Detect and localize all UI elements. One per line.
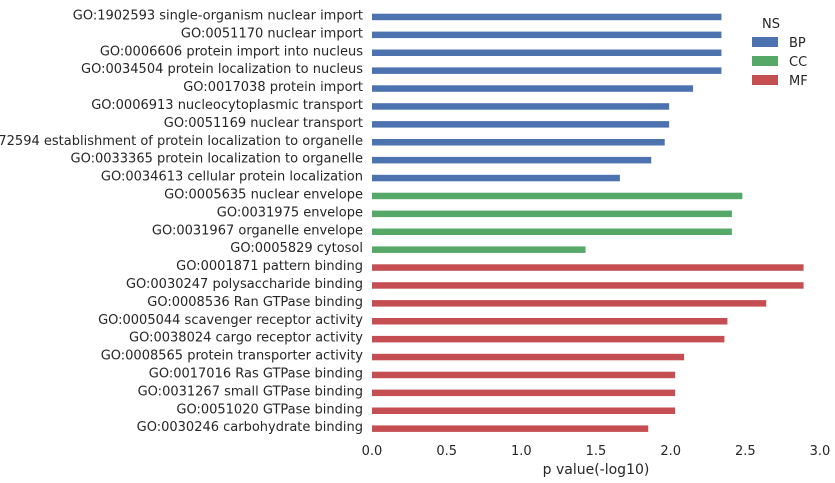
x-tick-label: 0.0 — [362, 444, 383, 459]
bar-mf — [372, 282, 804, 289]
bar-bp — [372, 103, 670, 110]
category-label: GO:0030246 carbohydrate binding — [137, 420, 363, 435]
category-label: GO:0008536 Ran GTPase binding — [147, 295, 363, 310]
category-label: GO:0034504 protein localization to nucle… — [81, 62, 363, 77]
x-tick-label: 0.5 — [436, 444, 457, 459]
legend-swatch-cc — [752, 56, 778, 66]
bar-mf — [372, 425, 649, 432]
bar-mf — [372, 335, 725, 343]
category-label: GO:0051020 GTPase binding — [176, 402, 363, 417]
bar-bp — [372, 139, 665, 146]
bar-cc — [372, 192, 743, 200]
category-label: GO:0031267 small GTPase binding — [138, 384, 363, 399]
x-tick-label: 1.0 — [511, 444, 532, 459]
bar-mf — [372, 300, 767, 307]
bar-bp — [372, 156, 652, 164]
category-label: GO:0031967 organelle envelope — [152, 223, 363, 238]
bar-bp — [372, 67, 722, 74]
bar-bp — [372, 174, 620, 182]
category-label: GO:0008565 protein transporter activity — [101, 349, 364, 364]
bar-bp — [372, 49, 722, 56]
bars-layer — [372, 13, 804, 432]
legend-title: NS — [762, 17, 780, 32]
legend-label-cc: CC — [789, 55, 807, 70]
category-label: GO:0038024 cargo receptor activity — [129, 331, 363, 346]
bar-mf — [372, 407, 676, 414]
category-label: GO:0017016 Ras GTPase binding — [149, 366, 363, 381]
x-axis-label: p value(-log10) — [543, 462, 650, 478]
category-label: GO:0005635 nuclear envelope — [164, 187, 363, 202]
category-label: GO:0005829 cytosol — [230, 241, 363, 256]
bar-cc — [372, 210, 732, 218]
x-tick-label: 2.5 — [735, 444, 756, 459]
category-label: GO:0051169 nuclear transport — [164, 116, 363, 131]
category-label: GO:0072594 establishment of protein loca… — [0, 134, 363, 149]
bar-cc — [372, 228, 732, 235]
category-label: GO:0033365 protein localization to organ… — [71, 152, 364, 167]
bar-bp — [372, 13, 722, 21]
legend: NS BP CC MF — [752, 17, 808, 89]
bar-mf — [372, 371, 676, 379]
legend-swatch-mf — [752, 75, 778, 85]
category-label: GO:1902593 single-organism nuclear impor… — [73, 8, 363, 23]
category-label: GO:0030247 polysaccharide binding — [126, 277, 363, 292]
category-label: GO:0005044 scavenger receptor activity — [98, 313, 363, 328]
bar-cc — [372, 246, 586, 253]
category-label: GO:0034613 cellular protein localization — [101, 170, 363, 185]
bar-mf — [372, 264, 804, 271]
x-axis: 0.0 0.5 1.0 1.5 2.0 2.5 3.0 — [362, 444, 831, 459]
bar-mf — [372, 353, 685, 361]
category-label: GO:0006606 protein import into nucleus — [100, 44, 363, 59]
bar-mf — [372, 389, 676, 397]
legend-label-bp: BP — [789, 36, 806, 51]
bar-bp — [372, 121, 670, 128]
category-labels: GO:1902593 single-organism nuclear impor… — [0, 8, 363, 435]
category-label: GO:0017038 protein import — [183, 80, 363, 95]
legend-label-mf: MF — [789, 74, 808, 89]
bar-mf — [372, 318, 728, 325]
category-label: GO:0031975 envelope — [217, 205, 363, 220]
x-tick-label: 2.0 — [660, 444, 681, 459]
legend-swatch-bp — [752, 37, 778, 47]
category-label: GO:0006913 nucleocytoplasmic transport — [91, 98, 363, 113]
x-tick-label: 3.0 — [810, 444, 831, 459]
bar-bp — [372, 85, 694, 92]
category-label: GO:0051170 nuclear import — [181, 26, 363, 41]
x-tick-label: 1.5 — [586, 444, 607, 459]
category-label: GO:0001871 pattern binding — [176, 259, 363, 274]
bar-bp — [372, 31, 722, 39]
